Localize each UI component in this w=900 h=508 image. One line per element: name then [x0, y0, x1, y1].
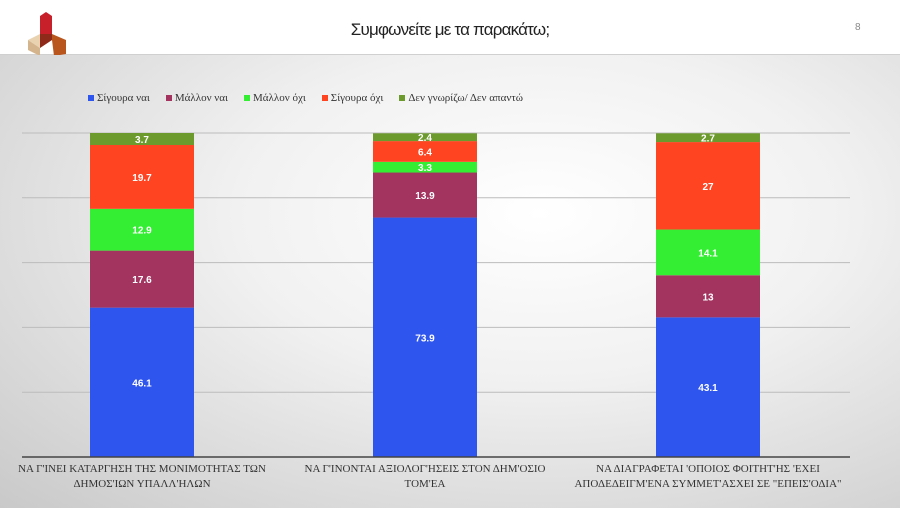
legend: Σίγουρα ναι Μάλλον ναι Μάλλον όχι Σίγουρα ό…: [88, 92, 523, 104]
data-label: 2.7: [701, 134, 715, 145]
legend-item: Μάλλον όχι: [244, 92, 306, 104]
legend-label: Σίγουρα όχι: [330, 92, 384, 104]
data-label: 6.4: [418, 147, 432, 158]
bar-segment: [656, 229, 760, 276]
legend-swatch: [88, 95, 94, 102]
bar-segment: [373, 217, 477, 457]
bar-segment: [373, 141, 477, 162]
legend-item: Σίγουρα όχι: [321, 92, 384, 104]
legend-swatch: [165, 95, 172, 102]
data-label: 46.1: [132, 378, 152, 389]
data-label: 43.1: [698, 383, 718, 394]
bar-segment: [373, 172, 477, 218]
legend-swatch: [321, 95, 328, 102]
page-number: 8: [855, 22, 861, 33]
bar-segment: [90, 307, 194, 457]
slide-title: Συμφωνείτε με τα παρακάτω;: [350, 20, 550, 39]
bar-segment: [90, 208, 194, 251]
legend-label: Μάλλον όχι: [253, 92, 306, 104]
x-tick-label: ΝΑ Γ'ΙΝΕΙ ΚΑΤΑΡΓΗΣΗ ΤΗΣ ΜΟΝΙΜΟΤΗΤΑΣ ΤΩΝ …: [18, 463, 266, 490]
data-label: 12.9: [132, 226, 152, 237]
legend-label: Μάλλον ναι: [174, 92, 229, 104]
bar-segment: [90, 144, 194, 209]
bar-segment: [373, 161, 477, 173]
bar-segment: [373, 133, 477, 142]
data-label: 14.1: [698, 248, 718, 259]
legend-item: Μάλλον ναι: [165, 92, 229, 104]
x-tick-label: ΝΑ ΔΙΑΓΡΑΦΕΤΑΙ 'ΟΠΟΙΟΣ ΦΟΙΤΗΤ'ΗΣ 'ΕΧΕΙ Α…: [574, 463, 842, 490]
data-label: 13.9: [415, 191, 435, 202]
legend-swatch: [244, 95, 251, 102]
data-label: 3.7: [135, 135, 149, 146]
legend-item: Δεν γνωρίζω/ Δεν απαντώ: [399, 92, 523, 104]
x-tick-label: ΝΑ Γ'ΙΝΟΝΤΑΙ ΑΞΙΟΛΟΓ'ΗΣΕΙΣ ΣΤΟΝ ΔΗΜ'ΟΣΙΟ…: [304, 463, 546, 490]
data-label: 2.4: [418, 133, 432, 144]
legend-swatch: [399, 95, 406, 102]
slide-header: Συμφωνείτε με τα παρακάτω; 8: [0, 0, 900, 56]
bar-segment: [656, 317, 760, 457]
bar-segment: [90, 250, 194, 308]
data-label: 3.3: [418, 163, 432, 174]
legend-label: Δεν γνωρίζω/ Δεν απαντώ: [408, 92, 523, 104]
data-label: 27: [702, 182, 714, 193]
bar-segment: [656, 133, 760, 143]
data-label: 13: [702, 292, 714, 303]
data-label: 19.7: [132, 173, 152, 184]
bar-segment: [656, 142, 760, 230]
data-label: 17.6: [132, 275, 152, 286]
bar-segment: [656, 275, 760, 318]
legend-label: Σίγουρα ναι: [97, 92, 150, 104]
cube-logo-icon: [28, 12, 66, 56]
data-label: 73.9: [415, 333, 435, 344]
legend-item: Σίγουρα ναι: [88, 92, 150, 104]
bar-segment: [90, 133, 194, 145]
